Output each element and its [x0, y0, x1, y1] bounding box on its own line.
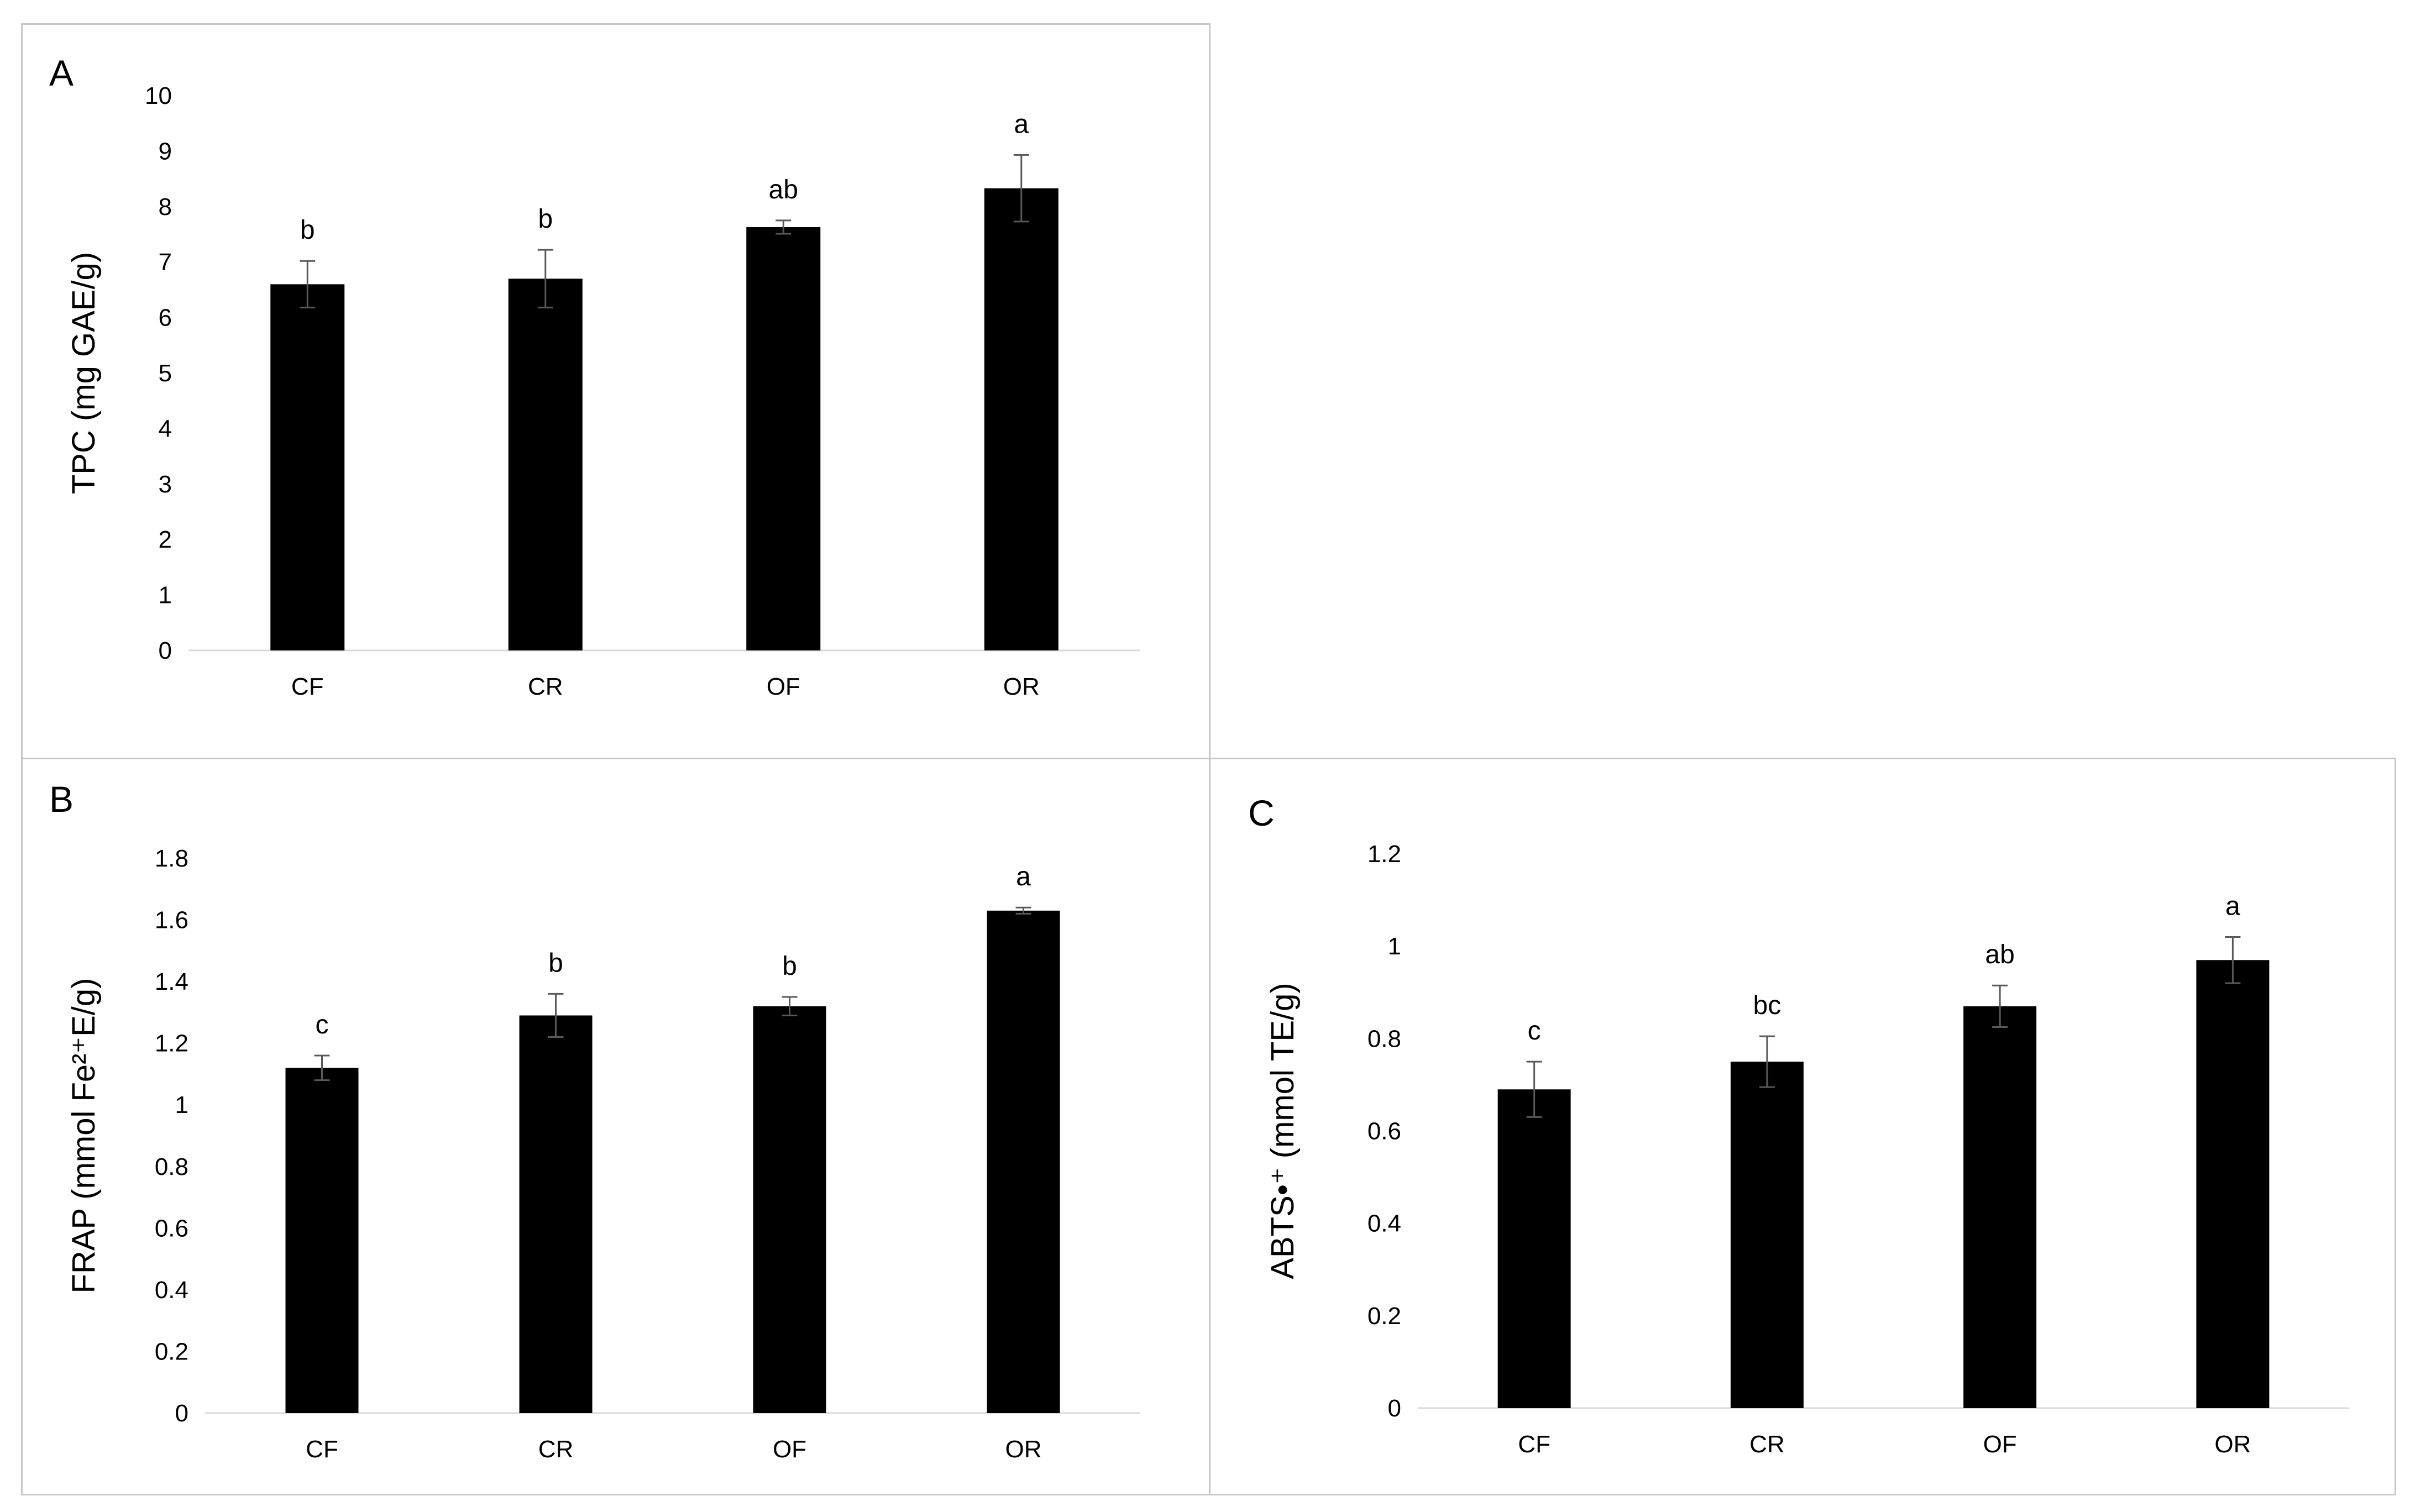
bar-cr — [1730, 1062, 1804, 1408]
bar-of — [753, 1006, 826, 1413]
y-axis-title: FRAP (mmol Fe²⁺E/g) — [66, 978, 102, 1294]
y-tick-label: 2 — [159, 526, 172, 553]
panel-b: B 0 0.2 0.4 0.6 0.8 1 1.2 1.4 1.6 1.8 c CF b CR b OF a OR… — [21, 758, 1211, 1495]
significance-letter: b — [782, 952, 797, 981]
y-tick-label: 10 — [145, 82, 172, 109]
y-tick-label: 9 — [159, 138, 172, 165]
y-tick-label: 0 — [159, 637, 172, 664]
y-tick-label: 6 — [159, 305, 172, 332]
category-label: CR — [1749, 1431, 1785, 1458]
chart-b: B 0 0.2 0.4 0.6 0.8 1 1.2 1.4 1.6 1.8 c CF b CR b OF a OR… — [49, 779, 1140, 1463]
panel-c: C 0 0.2 0.4 0.6 0.8 1 1.2 c CF bc CR ab OF a OR ABTS•⁺ … — [1209, 758, 2396, 1495]
y-tick-label: 0.6 — [1368, 1118, 1401, 1145]
bar-or — [2196, 960, 2270, 1408]
y-tick-label: 0.6 — [155, 1215, 188, 1242]
y-tick-label: 7 — [159, 249, 172, 276]
y-tick-label: 8 — [159, 193, 172, 221]
category-label: OF — [767, 673, 800, 700]
category-label: CF — [291, 673, 324, 700]
category-label: CF — [306, 1436, 338, 1463]
category-label: OR — [1005, 1436, 1042, 1463]
bar-or — [984, 188, 1059, 651]
bar-of — [1963, 1006, 2037, 1408]
bar-or — [987, 910, 1060, 1413]
category-label: CF — [1518, 1431, 1550, 1458]
y-tick-label: 1 — [159, 582, 172, 609]
panel-letter-b: B — [49, 779, 74, 820]
bar-of — [746, 227, 821, 650]
significance-letter: a — [2225, 891, 2240, 921]
significance-letter: c — [1528, 1016, 1541, 1046]
y-tick-label: 0.2 — [155, 1338, 188, 1365]
significance-letter: ab — [1985, 940, 2014, 969]
bar-cf — [1497, 1089, 1571, 1408]
panel-letter-a: A — [49, 53, 74, 93]
significance-letter: ab — [769, 175, 798, 204]
y-tick-label: 0 — [175, 1400, 188, 1427]
y-tick-label: 1.2 — [155, 1030, 188, 1057]
significance-letter: b — [548, 948, 563, 978]
y-tick-label: 3 — [159, 471, 172, 498]
y-tick-label: 0.4 — [1368, 1210, 1401, 1237]
significance-letter: a — [1016, 862, 1031, 891]
category-label: OF — [1983, 1431, 2017, 1458]
y-axis-title: TPC (mg GAE/g) — [66, 252, 102, 494]
category-label: OR — [1003, 673, 1040, 700]
category-label: CR — [538, 1436, 574, 1463]
chart-a: A 0 1 2 3 4 5 6 7 8 9 10 b CF b CR ab OF a OR TPC (mg GAE/g… — [49, 53, 1140, 700]
category-label: OF — [773, 1436, 806, 1463]
significance-letter: b — [538, 204, 553, 234]
y-tick-label: 1.2 — [1368, 841, 1401, 868]
panel-a: A 0 1 2 3 4 5 6 7 8 9 10 b CF b CR ab OF a OR TPC (mg GAE/g… — [21, 23, 1211, 759]
significance-letter: c — [316, 1010, 329, 1040]
category-label: OR — [2214, 1431, 2251, 1458]
y-tick-label: 1 — [175, 1091, 188, 1119]
bar-cr — [519, 1015, 593, 1413]
y-tick-label: 1.4 — [155, 968, 188, 995]
y-axis-title: ABTS•⁺ (mmol TE/g) — [1265, 983, 1301, 1279]
chart-c: C 0 0.2 0.4 0.6 0.8 1 1.2 c CF bc CR ab OF a OR ABTS•⁺ … — [1248, 792, 2349, 1458]
bar-cf — [270, 284, 345, 650]
y-tick-label: 0 — [1388, 1395, 1401, 1422]
y-tick-label: 0.8 — [1368, 1025, 1401, 1052]
y-tick-label: 1 — [1388, 933, 1401, 960]
y-tick-label: 0.2 — [1368, 1303, 1401, 1330]
y-tick-label: 5 — [159, 360, 172, 387]
y-tick-label: 0.8 — [155, 1153, 188, 1180]
bar-cr — [508, 279, 583, 650]
significance-letter: bc — [1753, 991, 1782, 1020]
bar-cf — [285, 1068, 359, 1413]
y-tick-label: 4 — [159, 415, 172, 442]
y-tick-label: 1.6 — [155, 907, 188, 934]
y-tick-label: 1.8 — [155, 845, 188, 872]
significance-letter: a — [1014, 109, 1029, 139]
y-tick-label: 0.4 — [155, 1277, 188, 1304]
significance-letter: b — [300, 216, 315, 245]
panel-letter-c: C — [1248, 792, 1275, 833]
category-label: CR — [528, 673, 563, 700]
